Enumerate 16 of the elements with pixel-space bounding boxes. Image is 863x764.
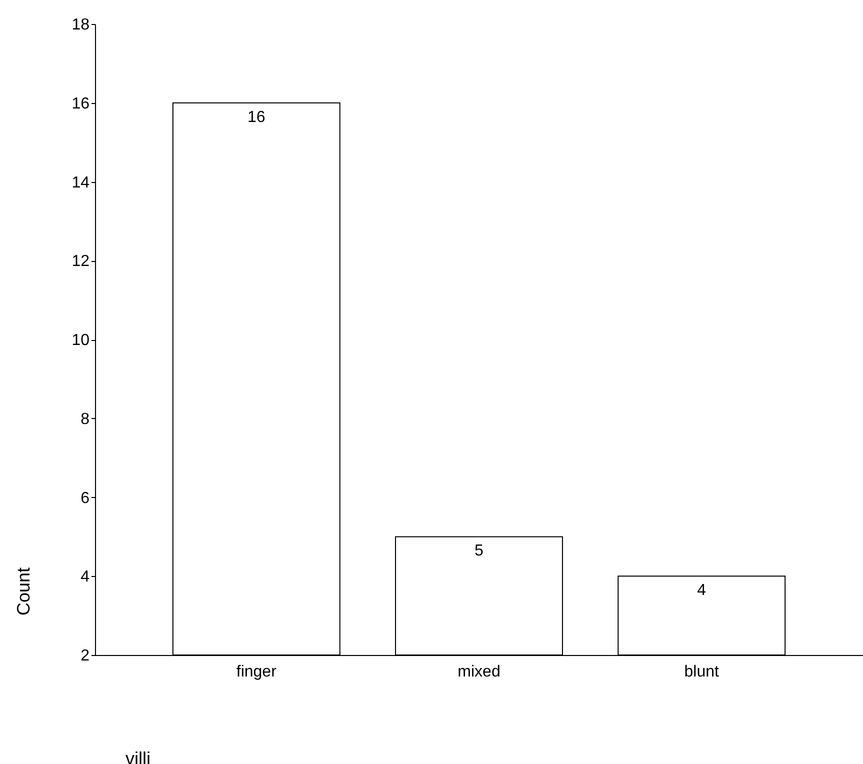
x-tick-label: blunt [684, 664, 720, 680]
x-tick-label: mixed [458, 664, 500, 680]
y-tick-label: 6 [80, 490, 90, 507]
y-tick-label: 4 [80, 568, 90, 586]
data-label: 4 [697, 582, 706, 600]
x-tick-label: finger [236, 664, 278, 680]
y-axis-title: Count [14, 567, 34, 616]
y-tick-label: 2 [80, 648, 90, 664]
y-tick-label: 18 [72, 16, 90, 34]
y-tick-label: 14 [72, 174, 90, 192]
y-tick-label: 8 [80, 410, 90, 428]
y-tick-label: 16 [72, 95, 90, 112]
data-label: 16 [247, 108, 266, 126]
y-tick-label: 12 [72, 253, 90, 270]
data-label: 5 [474, 542, 484, 560]
y-tick-label: 10 [72, 332, 90, 349]
